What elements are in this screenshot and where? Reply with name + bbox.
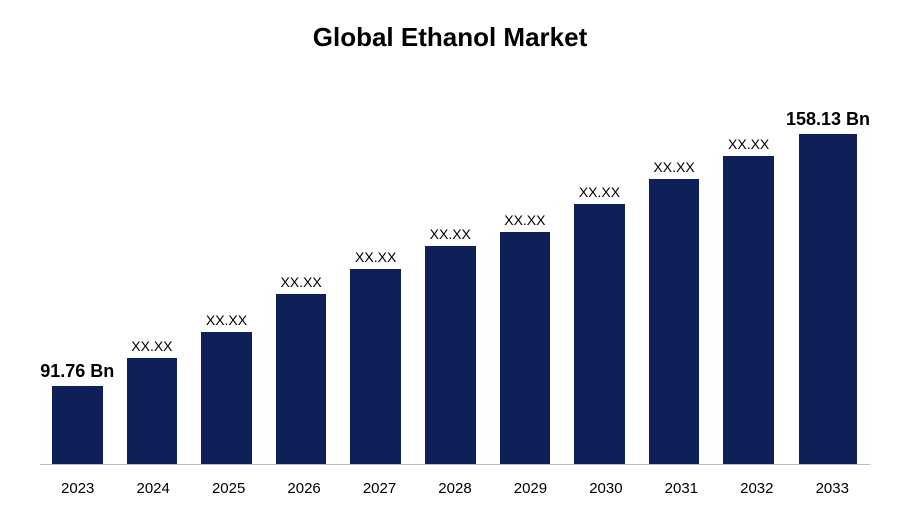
x-axis-labels: 2023202420252026202720282029203020312032… [40,480,870,497]
bar-data-label: XX.XX [355,249,396,265]
x-axis-label: 2026 [266,480,341,497]
bar-data-label: XX.XX [206,312,247,328]
bar-data-label: 158.13 Bn [786,109,870,130]
x-axis-label: 2030 [568,480,643,497]
bar-slot: XX.XX [562,90,637,464]
bar [799,134,856,464]
bar-slot: XX.XX [115,90,190,464]
bar-slot: 91.76 Bn [40,90,115,464]
bar-data-label: XX.XX [131,338,172,354]
bar-slot: XX.XX [338,90,413,464]
bar-slot: XX.XX [637,90,712,464]
bar [276,294,327,464]
bar [649,179,700,464]
bar-slot: XX.XX [264,90,339,464]
bar-data-label: XX.XX [504,212,545,228]
bar-slot: 158.13 Bn [786,90,870,464]
bars-container: 91.76 Bn XX.XX XX.XX XX.XX XX.XX XX.XX XX.XX XX… [40,90,870,465]
x-axis-label: 2027 [342,480,417,497]
bar-slot: XX.XX [488,90,563,464]
bar [201,332,252,464]
bar-data-label: XX.XX [579,184,620,200]
bar-data-label: XX.XX [653,159,694,175]
chart-plot-area: 91.76 Bn XX.XX XX.XX XX.XX XX.XX XX.XX XX.XX XX… [40,90,870,465]
bar [500,232,551,464]
bar-data-label: XX.XX [430,226,471,242]
bar [52,386,103,464]
x-axis-label: 2024 [115,480,190,497]
bar [425,246,476,464]
x-axis-label: 2033 [795,480,870,497]
bar [574,204,625,464]
x-axis-label: 2029 [493,480,568,497]
bar-data-label: XX.XX [280,274,321,290]
x-axis-label: 2025 [191,480,266,497]
bar-slot: XX.XX [189,90,264,464]
x-axis-label: 2031 [644,480,719,497]
x-axis-label: 2028 [417,480,492,497]
bar-data-label: 91.76 Bn [40,361,114,382]
bar [723,156,774,464]
bar-data-label: XX.XX [728,136,769,152]
bar [350,269,401,464]
chart-title: Global Ethanol Market [0,0,900,53]
bar-slot: XX.XX [711,90,786,464]
x-axis-label: 2032 [719,480,794,497]
bar-slot: XX.XX [413,90,488,464]
bar [127,358,178,464]
x-axis-label: 2023 [40,480,115,497]
